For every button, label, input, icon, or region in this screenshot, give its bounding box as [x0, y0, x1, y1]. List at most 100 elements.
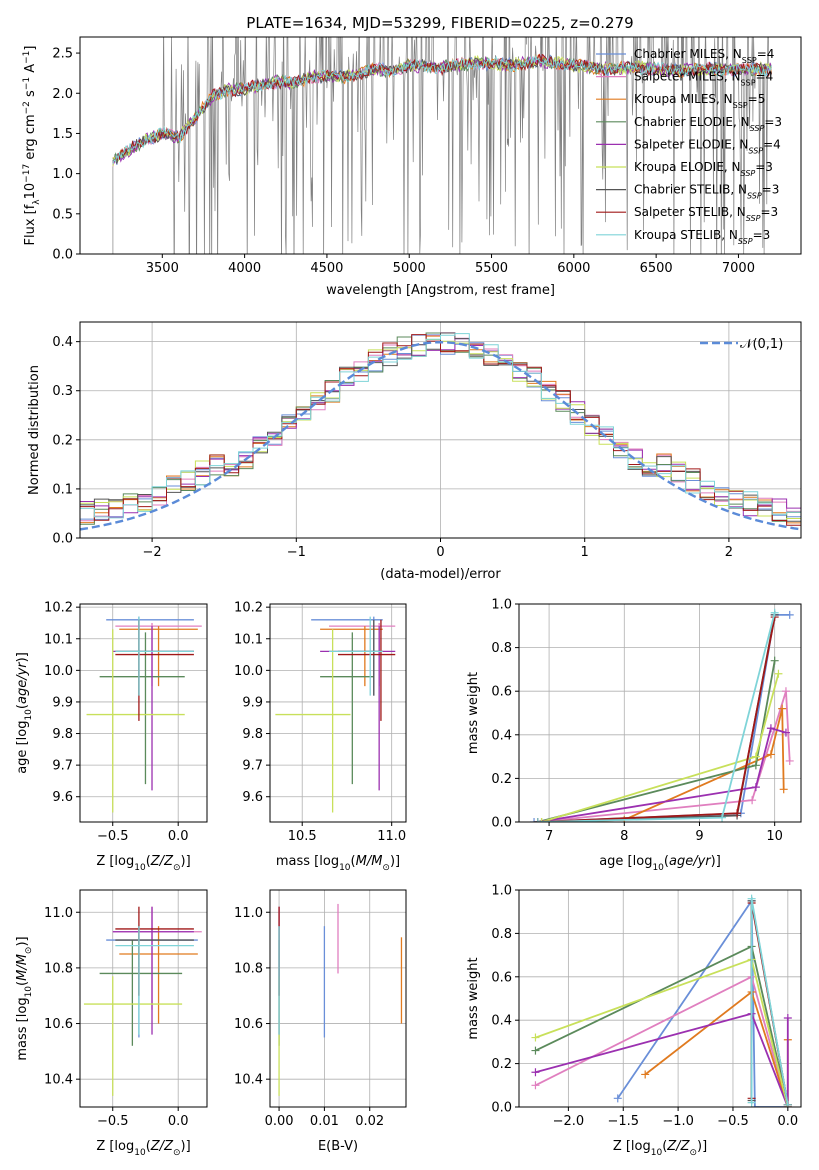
y-tick-label: 10.1	[234, 632, 263, 647]
x-tick-label: 6500	[640, 261, 673, 276]
y-tick-label: 0.2	[491, 1057, 512, 1072]
y-tick-label: 10.6	[234, 1017, 263, 1032]
axes-frame	[79, 889, 208, 1108]
plot-area	[112, 37, 772, 254]
legend-entry: Chabrier ELODIE, NSSP=3	[634, 115, 782, 133]
legend-entry: Kroupa STELIB, NSSP=3	[634, 228, 770, 246]
y-tick-label: 9.8	[52, 727, 73, 742]
x-tick-label: −0.5	[717, 1114, 749, 1129]
x-tick-label: 5500	[475, 261, 508, 276]
legend-entry: Salpeter STELIB, NSSP=3	[634, 205, 778, 223]
x-axis-label: Z [log10(Z/Z⊙)]	[96, 1139, 190, 1158]
x-tick-label: 10.5	[288, 829, 317, 844]
y-tick-label: 0.4	[491, 1014, 512, 1029]
y-axis-label: mass weight	[466, 672, 481, 754]
y-tick-label: 1.5	[52, 127, 73, 142]
spectrum-legend: Chabrier MILES, NSSP=4 Salpeter MILES, NS…	[596, 47, 782, 245]
x-tick-label: 0.01	[310, 1114, 339, 1129]
point-marker	[748, 796, 757, 805]
y-axis-label: mass [log10(M/M⊙)]	[15, 936, 34, 1060]
plot-area	[83, 906, 202, 1096]
y-tick-label: 9.9	[52, 695, 73, 710]
panel-mass-vs-ebv: 0.00 0.01 0.02 10.4 10.6 10.8 11.0 E(B-V)	[234, 889, 407, 1154]
x-tick-label: 10	[766, 829, 783, 844]
weight-line-salpeter-miles	[535, 975, 789, 1107]
y-axis-label: mass weight	[466, 957, 481, 1039]
point-marker	[751, 783, 760, 792]
point-marker	[770, 608, 779, 617]
y-tick-label: 9.6	[242, 790, 263, 805]
panel-weight-vs-Z: −2.0 −1.5 −1.0 −0.5 0.0 0.0 0.2 0.4 0.6 0.8 1.0 Z […	[466, 884, 802, 1158]
plot-area	[80, 332, 801, 531]
point-marker	[774, 669, 783, 678]
y-tick-label: 0.5	[52, 207, 73, 222]
x-tick-label: −0.5	[97, 829, 129, 844]
y-tick-label: 10.0	[234, 664, 263, 679]
legend-entry: Kroupa MILES, NSSP=5	[634, 92, 765, 110]
y-tick-label: 11.0	[44, 906, 73, 921]
point-marker	[785, 610, 794, 619]
x-tick-label: 0.0	[777, 1114, 798, 1129]
axes-frame	[518, 603, 802, 823]
gaussian-curve	[80, 340, 801, 531]
y-tick-label: 11.0	[234, 906, 263, 921]
x-tick-label: 6000	[557, 261, 590, 276]
x-tick-label: −2	[143, 545, 162, 560]
plot-area	[530, 608, 794, 822]
y-tick-label: 10.4	[234, 1073, 263, 1088]
weight-line-chabrier-miles	[533, 614, 790, 822]
y-tick-label: 10.6	[44, 1017, 73, 1032]
panel-mass-vs-Z: −0.5 0.0 10.4 10.6 10.8 11.0 Z [log10(Z/Z⊙)] ma…	[15, 889, 208, 1158]
weight-line-kroupa-stelib	[750, 898, 789, 1105]
legend-entry: Chabrier MILES, NSSP=4	[634, 47, 774, 65]
x-tick-label: −1.0	[662, 1114, 694, 1129]
y-tick-label: 0.8	[491, 927, 512, 942]
point-marker	[751, 752, 760, 761]
weight-line-salpeter-elodie	[537, 727, 787, 822]
y-tick-label: 0.2	[491, 772, 512, 787]
gaussian-legend-label: 𝒩(0,1)	[740, 337, 783, 352]
y-tick-label: 10.0	[44, 664, 73, 679]
panel-age-vs-Z: −0.5 0.0 9.6 9.7 9.8 9.9 10.0 10.1 10.2 Z [log10(…	[15, 601, 208, 873]
y-tick-label: 10.8	[234, 961, 263, 976]
point-marker	[781, 687, 790, 696]
x-axis-label: (data-model)/error	[380, 567, 501, 582]
plot-area	[86, 616, 202, 813]
y-tick-label: 2.5	[52, 47, 73, 62]
x-axis-label: Z [log10(Z/Z⊙)]	[613, 1139, 707, 1158]
y-tick-label: 0.4	[52, 335, 73, 350]
plot-area	[275, 616, 396, 813]
y-tick-label: 0.0	[491, 816, 512, 831]
point-marker	[779, 785, 788, 794]
model-line-salpeter-stelib	[112, 53, 772, 164]
legend-entry: Kroupa ELODIE, NSSP=3	[634, 160, 773, 178]
point-marker	[531, 1081, 540, 1090]
x-tick-label: −1	[287, 545, 306, 560]
x-tick-label: 8	[620, 829, 628, 844]
y-tick-label: 0.3	[52, 384, 73, 399]
x-tick-label: 9	[695, 829, 703, 844]
point-marker	[783, 1014, 792, 1023]
y-tick-label: 1.0	[491, 884, 512, 899]
y-axis-label: age [log10(age/yr)]	[15, 652, 34, 774]
y-tick-label: 10.4	[44, 1073, 73, 1088]
axes-frame	[269, 603, 407, 823]
y-tick-label: 10.8	[44, 961, 73, 976]
point-marker	[747, 1098, 756, 1107]
point-marker	[531, 1033, 540, 1042]
y-tick-label: 9.6	[52, 790, 73, 805]
legend-entry: Chabrier STELIB, NSSP=3	[634, 183, 779, 201]
point-marker	[778, 704, 787, 713]
y-tick-label: 1.0	[52, 167, 73, 182]
y-tick-label: 0.0	[52, 248, 73, 263]
point-marker	[751, 761, 760, 770]
figure-title: PLATE=1634, MJD=53299, FIBERID=0225, z=0…	[246, 14, 633, 32]
point-marker	[641, 1070, 650, 1079]
plot-area	[278, 903, 403, 1096]
y-tick-label: 0.1	[52, 482, 73, 497]
point-marker	[531, 1068, 540, 1077]
x-tick-label: 0.0	[168, 829, 189, 844]
y-tick-label: 0.4	[491, 728, 512, 743]
y-tick-label: 10.2	[234, 601, 263, 616]
